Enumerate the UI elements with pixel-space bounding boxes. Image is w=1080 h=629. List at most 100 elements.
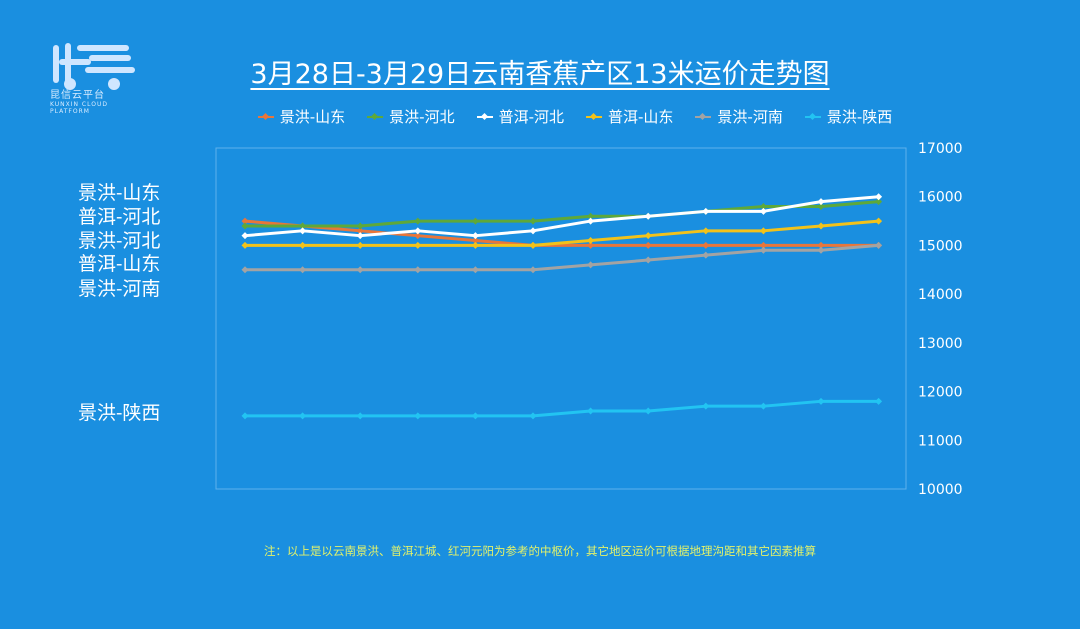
data-point bbox=[471, 241, 479, 249]
data-point bbox=[817, 202, 825, 210]
data-point bbox=[241, 241, 249, 249]
series-line bbox=[243, 219, 881, 247]
y-tick-label: 17000 bbox=[918, 141, 963, 157]
data-point bbox=[587, 407, 595, 415]
data-point bbox=[875, 241, 883, 249]
side-label: 普洱-山东 bbox=[78, 253, 161, 275]
legend-label: 景洪-河北 bbox=[389, 108, 455, 126]
legend-swatch bbox=[695, 115, 712, 118]
legend-item: 景洪-陕西 bbox=[804, 106, 893, 127]
data-point bbox=[702, 251, 710, 259]
y-tick-label: 10000 bbox=[918, 482, 963, 498]
data-point bbox=[875, 217, 883, 225]
data-point bbox=[356, 232, 364, 240]
data-point bbox=[759, 241, 767, 249]
legend-label: 普洱-河北 bbox=[498, 108, 564, 126]
data-point bbox=[759, 202, 767, 210]
series-line bbox=[243, 195, 881, 238]
legend-swatch bbox=[257, 115, 274, 118]
data-point bbox=[817, 397, 825, 405]
data-point bbox=[817, 246, 825, 254]
data-point bbox=[644, 407, 652, 415]
legend-item: 景洪-山东 bbox=[257, 106, 346, 127]
logo-text: 昆信云平台 KUNXIN CLOUD PLATFORM bbox=[50, 86, 140, 115]
legend-item: 景洪-河南 bbox=[695, 106, 783, 127]
legend-label: 景洪-陕西 bbox=[826, 108, 893, 126]
data-point bbox=[644, 256, 652, 264]
data-point bbox=[471, 266, 479, 274]
data-point bbox=[299, 222, 307, 230]
side-label: 景洪-河北 bbox=[78, 230, 161, 252]
side-label: 景洪-河南 bbox=[78, 278, 161, 300]
y-tick-label: 13000 bbox=[918, 336, 963, 352]
data-point bbox=[299, 241, 307, 249]
side-label: 景洪-山东 bbox=[78, 182, 161, 204]
data-point bbox=[817, 241, 825, 249]
data-point bbox=[817, 198, 825, 206]
data-point bbox=[356, 227, 364, 235]
legend-item: 普洱-河北 bbox=[476, 106, 564, 127]
y-tick-label: 12000 bbox=[918, 385, 963, 401]
data-point bbox=[356, 222, 364, 230]
data-point bbox=[299, 412, 307, 420]
data-point bbox=[644, 232, 652, 240]
y-tick-label: 16000 bbox=[918, 190, 963, 206]
legend-item: 景洪-河北 bbox=[367, 106, 455, 127]
data-point bbox=[299, 227, 307, 235]
data-point bbox=[759, 402, 767, 410]
data-point bbox=[702, 241, 710, 249]
data-point bbox=[587, 217, 595, 225]
data-point bbox=[414, 266, 422, 274]
data-point bbox=[356, 241, 364, 249]
y-tick-label: 15000 bbox=[918, 238, 963, 254]
data-point bbox=[241, 217, 249, 225]
data-point bbox=[299, 266, 307, 274]
side-label: 景洪-陕西 bbox=[78, 402, 161, 424]
legend-swatch bbox=[804, 115, 821, 118]
series-line bbox=[243, 243, 881, 272]
data-point bbox=[241, 412, 249, 420]
data-point bbox=[702, 207, 710, 215]
chart-legend: 景洪-山东 景洪-河北 普洱-河北 普洱-山东 景洪-河南 景洪-陕西 bbox=[0, 106, 1080, 127]
data-point bbox=[471, 237, 479, 245]
data-point bbox=[414, 241, 422, 249]
data-point bbox=[414, 232, 422, 240]
data-point bbox=[875, 198, 883, 206]
data-point bbox=[759, 207, 767, 215]
data-point bbox=[587, 212, 595, 220]
data-point bbox=[471, 232, 479, 240]
data-point bbox=[587, 241, 595, 249]
series-line bbox=[243, 219, 881, 247]
data-point bbox=[759, 246, 767, 254]
y-tick-label: 11000 bbox=[918, 433, 963, 449]
series-line bbox=[243, 399, 881, 418]
data-point bbox=[587, 237, 595, 245]
data-point bbox=[875, 397, 883, 405]
chart-title: 3月28日-3月29日云南香蕉产区13米运价走势图 bbox=[250, 59, 830, 90]
legend-swatch bbox=[367, 115, 384, 118]
data-point bbox=[529, 227, 537, 235]
data-point bbox=[875, 193, 883, 201]
data-point bbox=[471, 412, 479, 420]
data-point bbox=[414, 217, 422, 225]
data-point bbox=[471, 217, 479, 225]
footnote: 注：以上是以云南景洪、普洱江城、红河元阳为参考的中枢价，其它地区运价可根据地理沟… bbox=[264, 544, 816, 558]
data-point bbox=[817, 222, 825, 230]
data-point bbox=[356, 412, 364, 420]
data-point bbox=[702, 402, 710, 410]
data-point bbox=[414, 412, 422, 420]
legend-label: 景洪-山东 bbox=[279, 108, 346, 126]
legend-item: 普洱-山东 bbox=[586, 106, 673, 127]
side-label: 普洱-河北 bbox=[78, 206, 161, 228]
data-point bbox=[587, 261, 595, 269]
legend-label: 景洪-河南 bbox=[717, 108, 783, 126]
company-logo bbox=[53, 43, 135, 90]
data-point bbox=[759, 227, 767, 235]
data-point bbox=[241, 222, 249, 230]
data-point bbox=[644, 241, 652, 249]
legend-label: 普洱-山东 bbox=[608, 108, 674, 126]
logo-subtitle: KUNXIN CLOUD PLATFORM bbox=[50, 101, 108, 115]
data-point bbox=[241, 232, 249, 240]
data-point bbox=[356, 266, 364, 274]
